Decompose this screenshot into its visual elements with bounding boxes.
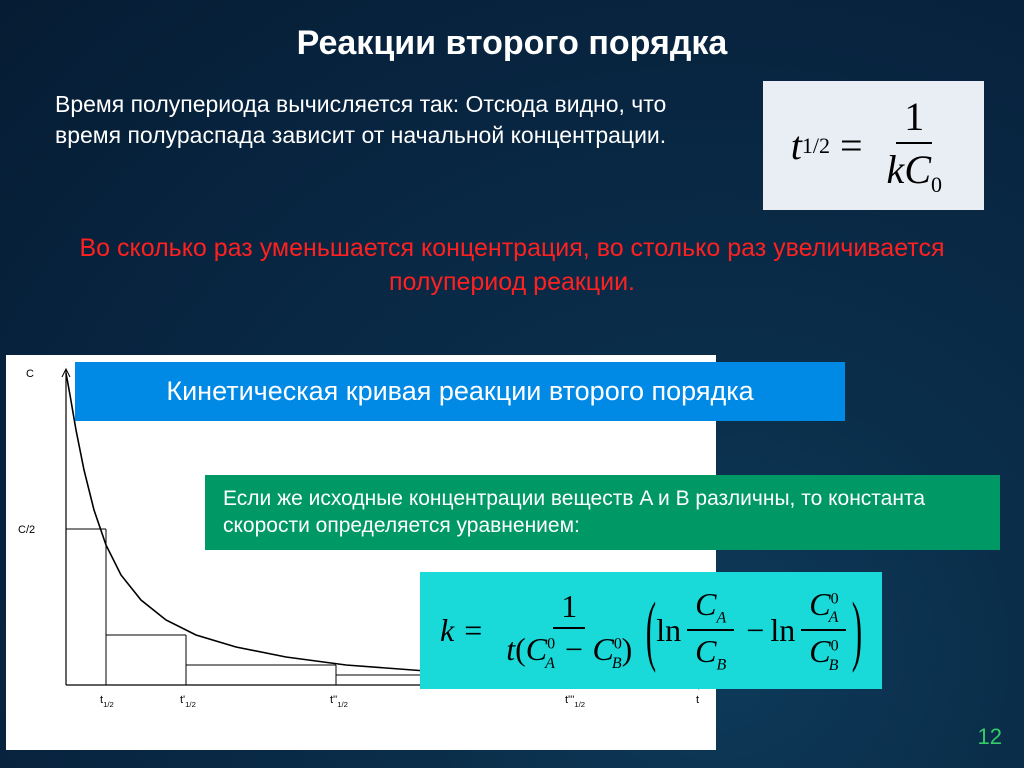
svg-text:t'''1/2: t'''1/2 (565, 694, 585, 709)
svg-text:t1/2: t1/2 (100, 694, 114, 709)
svg-text:C/2: C/2 (18, 524, 35, 536)
condition-banner: Если же исходные концентрации веществ A … (205, 475, 1000, 550)
highlight-red: Во сколько раз уменьшается концентрация,… (0, 210, 1024, 314)
svg-text:t''1/2: t''1/2 (330, 694, 348, 709)
chart-title-banner: Кинетическая кривая реакции второго поря… (75, 362, 845, 421)
svg-text:t'1/2: t'1/2 (180, 694, 196, 709)
formula-halflife: t1/2 = 1 kC0 (763, 81, 984, 210)
svg-text:C: C (26, 368, 34, 380)
formula-rate-constant: k= 1 t(C0A − C0B) ( ln CA CB − ln C0A C0… (420, 572, 882, 689)
intro-text: Время полупериода вычисляется так: Отсюд… (55, 81, 733, 151)
slide-title: Реакции второго порядка (0, 0, 1024, 81)
page-number: 12 (978, 724, 1002, 750)
svg-text:t: t (696, 694, 699, 706)
intro-row: Время полупериода вычисляется так: Отсюд… (0, 81, 1024, 210)
